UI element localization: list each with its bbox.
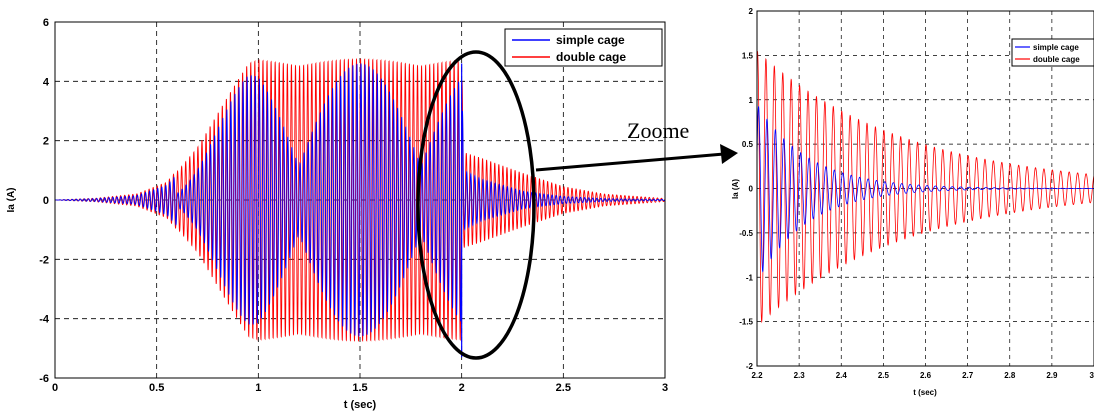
main-y-tick-label: 2 (43, 136, 49, 148)
zoom-x-tick-label: 3 (1090, 371, 1094, 380)
zoom-y-axis-label: Ia (A) (731, 179, 740, 199)
zoom-y-tick-label: -2 (746, 362, 754, 371)
zoom-legend-simple-cage-label: simple cage (1033, 43, 1079, 52)
zoom-x-tick-label: 2.4 (836, 371, 848, 380)
main-legend: simple cage double cage (504, 28, 663, 67)
zoom-y-tick-label: 0.5 (742, 140, 754, 149)
main-x-tick-label: 0 (52, 382, 58, 394)
zoom-series-simple-cage (757, 105, 1094, 273)
main-x-tick-label: 2 (459, 382, 465, 394)
main-y-axis-label: Ia (A) (6, 188, 17, 213)
zoom-y-tick-label: 1 (749, 96, 754, 105)
main-series-simple-cage (55, 63, 665, 337)
zoom-x-tick-label: 2.7 (962, 371, 974, 380)
zoom-region-ellipse (416, 50, 536, 360)
zoom-annotation-label: Zoome (627, 118, 689, 143)
zoom-x-tick-label: 2.2 (751, 371, 763, 380)
main-legend-box (504, 28, 663, 67)
zoom-y-tick-label: -1 (746, 273, 754, 282)
legend-double-cage-label: double cage (556, 50, 626, 64)
main-plot-frame (54, 21, 666, 379)
zoom-arrow-line (535, 152, 725, 172)
main-x-tick-label: 2.5 (556, 382, 571, 394)
main-y-tick-label: -2 (39, 254, 49, 266)
zoom-y-tick-label: 0 (749, 185, 754, 194)
main-x-axis-label: t (sec) (344, 399, 377, 411)
zoom-y-tick-label: 2 (749, 7, 754, 16)
zoom-x-tick-label: 2.6 (920, 371, 932, 380)
zoom-y-tick-label: 1.5 (742, 51, 754, 60)
main-y-tick-label: 6 (43, 17, 49, 29)
zoom-legend-box (1011, 38, 1094, 67)
zoom-x-tick-label: 2.5 (878, 371, 890, 380)
legend-simple-cage-label: simple cage (556, 33, 625, 47)
zoom-ticks: 2.2 2.3 2.4 2.5 2.6 2.7 2.8 2.9 3 2 1.5 1 0.5 0 -0.5 -1… (739, 7, 1094, 380)
main-y-tick-label: -4 (39, 314, 50, 326)
main-current-chart: 0 0.5 1 1.5 2 2.5 3 6 4 2 0 -2 -4 -6 t (sec) Ia (A) s… (6, 17, 668, 411)
main-series-group (55, 57, 665, 358)
zoom-legend-double-cage-label: double cage (1033, 55, 1080, 64)
main-x-tick-label: 3 (662, 382, 668, 394)
zoom-y-tick-label: -1.5 (739, 318, 753, 327)
zoom-plot-frame (756, 10, 1094, 367)
zoom-arrow-head (720, 144, 738, 164)
zoom-x-tick-label: 2.9 (1046, 371, 1058, 380)
zoom-x-tick-label: 2.8 (1004, 371, 1016, 380)
zoom-x-axis-label: t (sec) (913, 388, 937, 397)
main-x-tick-label: 0.5 (149, 382, 164, 394)
main-y-tick-label: -6 (39, 373, 49, 385)
main-series-double-cage (55, 57, 665, 342)
main-ticks: 0 0.5 1 1.5 2 2.5 3 6 4 2 0 -2 -4 -6 (39, 17, 668, 394)
zoom-x-tick-label: 2.3 (794, 371, 806, 380)
zoom-series-double-cage (757, 50, 1094, 324)
zoom-legend: simple cage double cage (1011, 38, 1094, 67)
main-y-tick-label: 4 (43, 76, 50, 88)
zoom-series-group (757, 50, 1094, 324)
zoom-y-tick-label: -0.5 (739, 229, 753, 238)
zoomed-current-chart: 2.2 2.3 2.4 2.5 2.6 2.7 2.8 2.9 3 2 1.5 1 0.5 0 -0.5 -1… (731, 7, 1094, 397)
main-x-tick-label: 1.5 (352, 382, 367, 394)
main-y-tick-label: 0 (43, 195, 49, 207)
main-x-tick-label: 1 (255, 382, 261, 394)
